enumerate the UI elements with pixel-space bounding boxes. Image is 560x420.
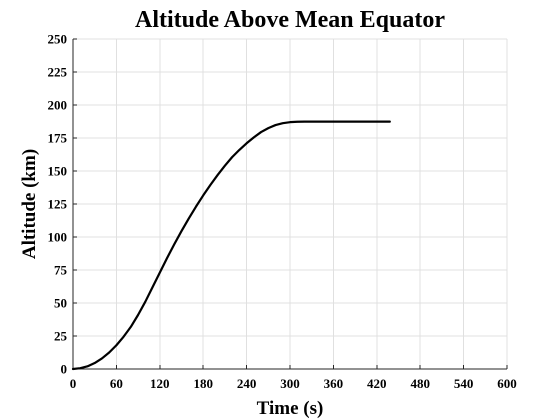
x-tick-label-7: 420 [367, 376, 387, 391]
x-tick-label-8: 480 [410, 376, 430, 391]
y-tick-label-10: 250 [48, 32, 68, 47]
axes [72, 38, 508, 370]
x-tick-label-9: 540 [454, 376, 474, 391]
x-tick-label-3: 180 [193, 376, 213, 391]
x-axis-label: Time (s) [257, 398, 324, 419]
y-tick-label-3: 75 [54, 263, 68, 278]
x-tick-label-1: 60 [110, 376, 123, 391]
y-tick-label-2: 50 [54, 296, 67, 311]
x-tick-label-0: 0 [70, 376, 77, 391]
series-layer [71, 120, 391, 371]
y-tick-label-5: 125 [48, 197, 68, 212]
y-tick-label-7: 175 [48, 131, 68, 146]
x-tick-label-2: 120 [150, 376, 170, 391]
x-tick-label-4: 240 [237, 376, 257, 391]
x-tick-label-10: 600 [497, 376, 517, 391]
y-tick-label-0: 0 [61, 362, 68, 377]
y-tick-label-8: 200 [48, 98, 68, 113]
x-tick-label-5: 300 [280, 376, 300, 391]
grid [73, 39, 507, 369]
y-tick-label-1: 25 [54, 329, 68, 344]
chart-title: Altitude Above Mean Equator [135, 7, 445, 33]
tick-labels: 0 60 120 180 240 300 360 420 480 540 600 0 25 50 75 100… [48, 32, 517, 392]
y-tick-label-9: 225 [48, 65, 68, 80]
x-tick-label-6: 360 [324, 376, 344, 391]
y-tick-label-4: 100 [48, 230, 68, 245]
y-axis-label: Altitude (km) [19, 149, 40, 259]
series-line-0 [71, 120, 391, 371]
y-tick-label-6: 150 [48, 164, 68, 179]
